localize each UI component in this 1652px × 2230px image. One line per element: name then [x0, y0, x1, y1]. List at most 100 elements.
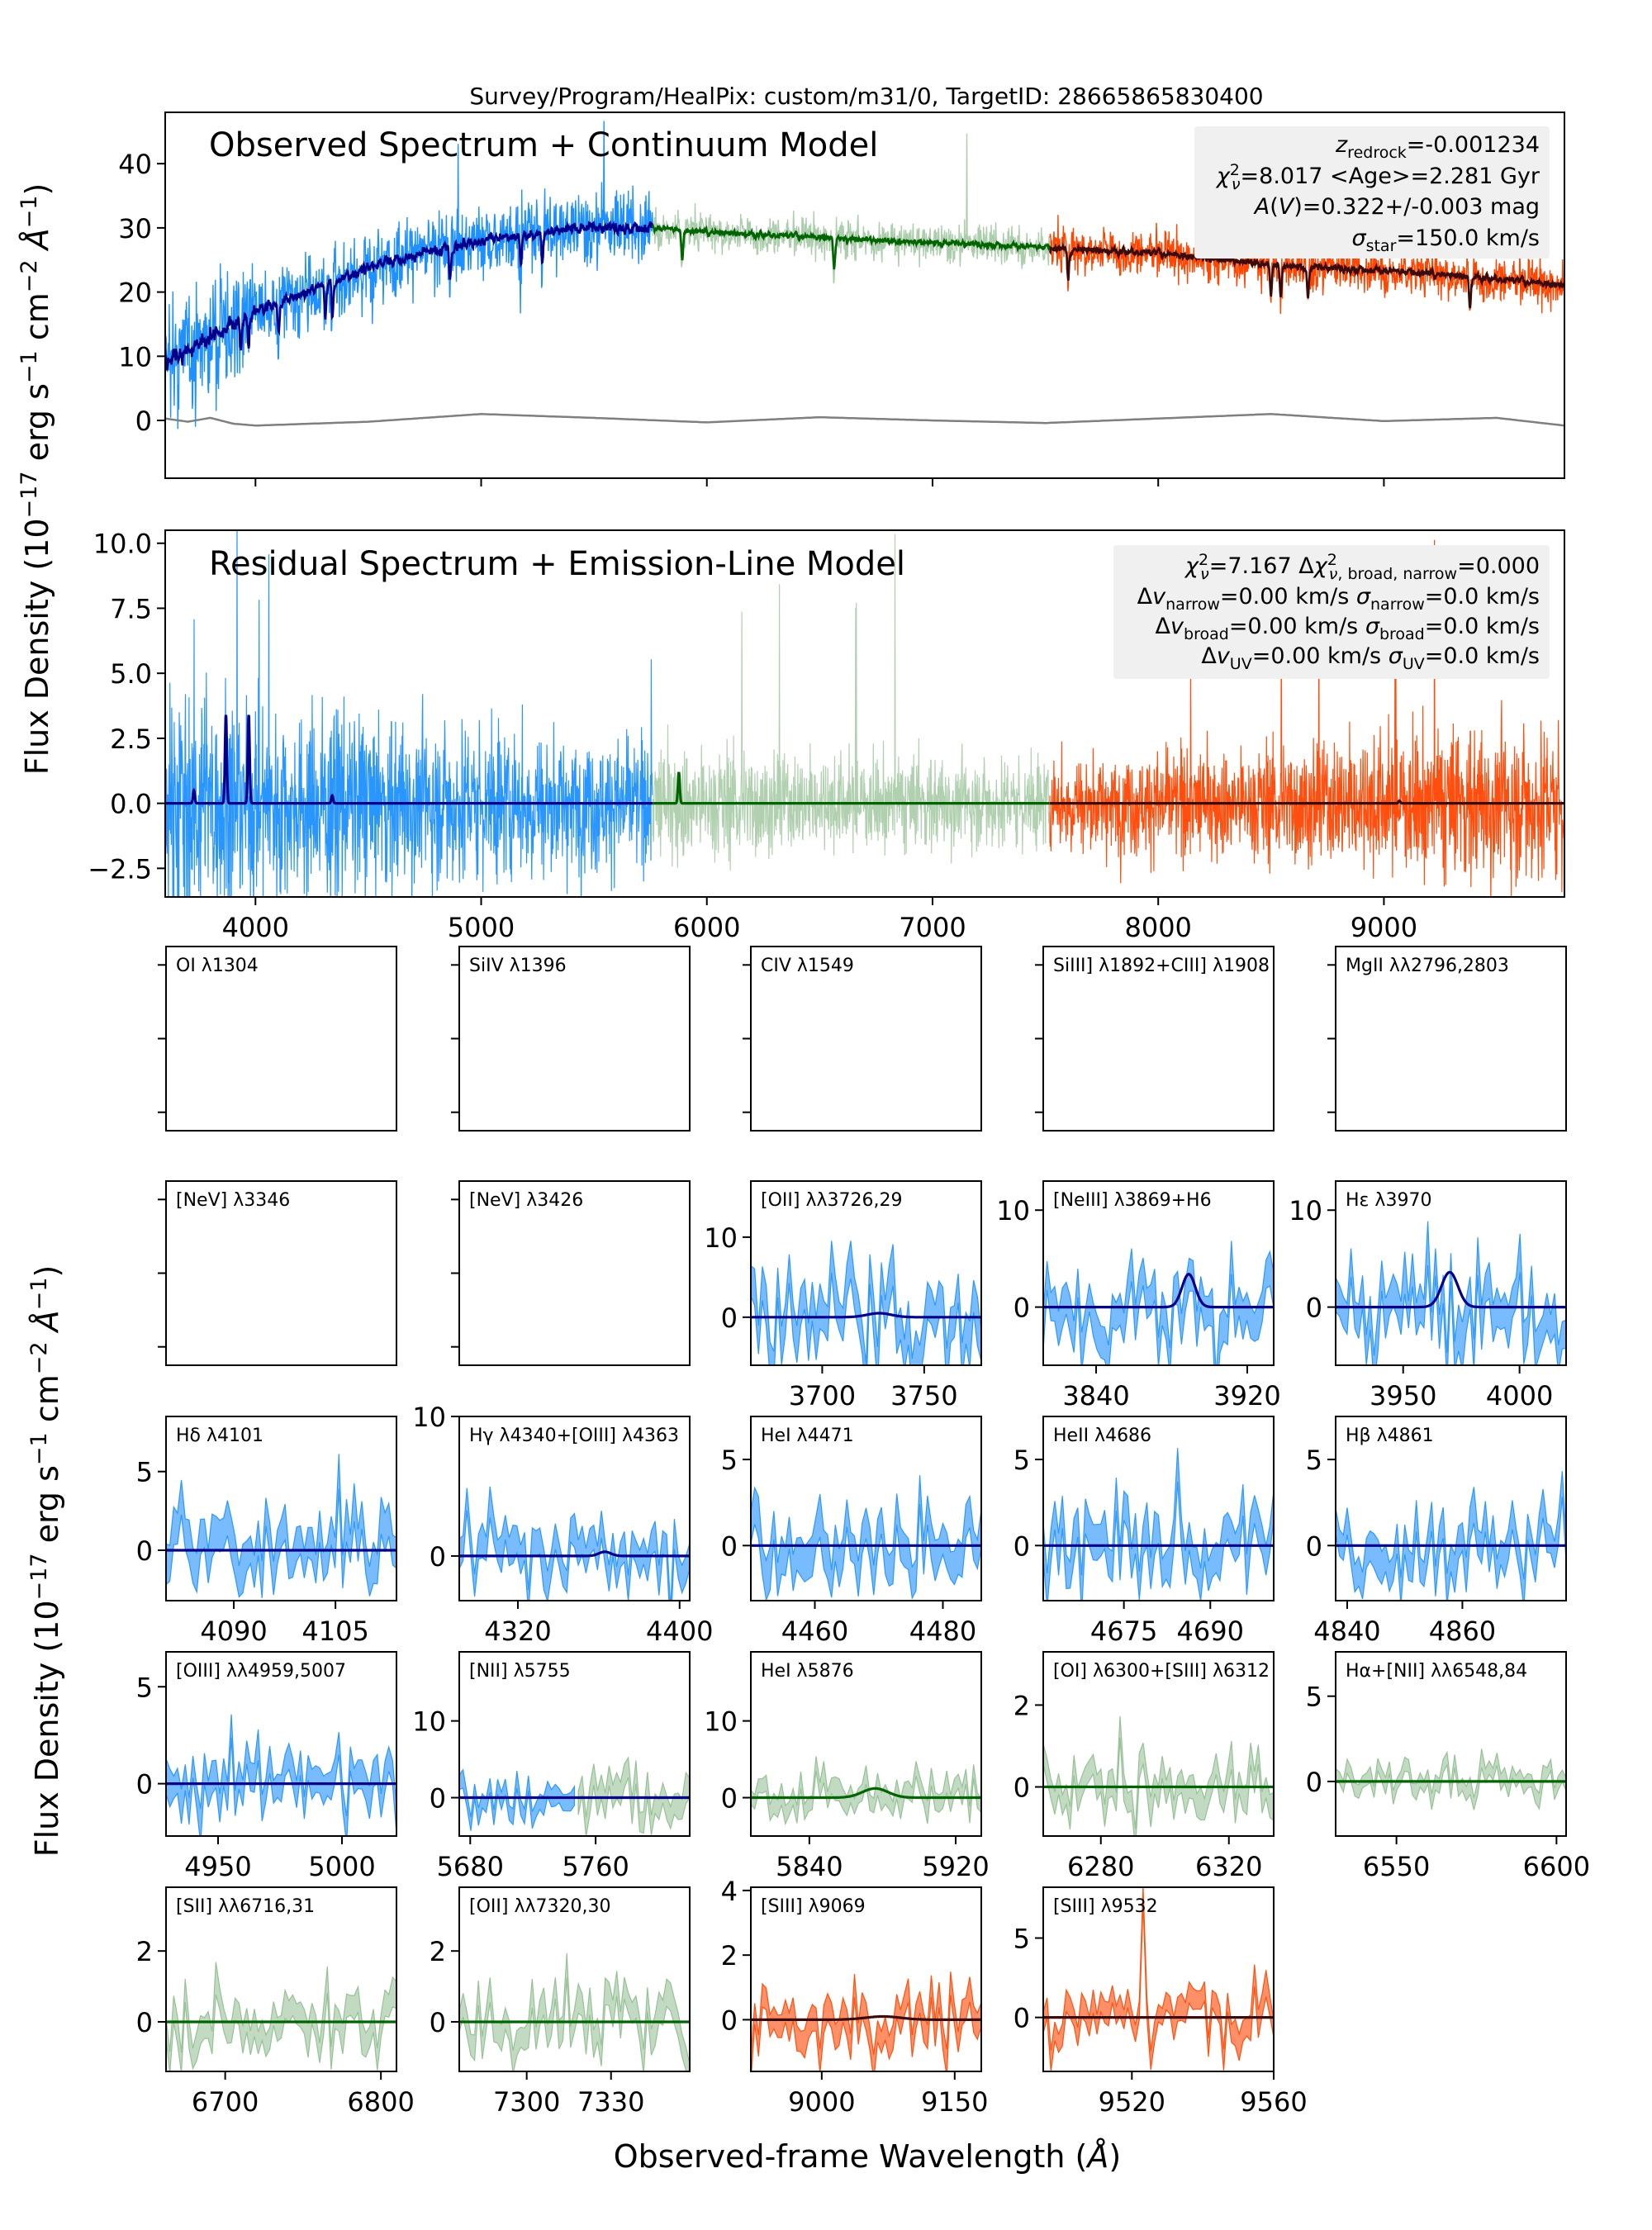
- line-panel-xtick-label: 3840: [1062, 1380, 1129, 1412]
- line-panel-xtick-label: 4950: [184, 1851, 251, 1882]
- line-panel-data-band: [166, 1714, 396, 1836]
- line-panel-data-band: [1336, 1221, 1566, 1365]
- line-panel-label: [NeV] λ3426: [469, 1190, 583, 1211]
- residual-ytick-label: 5.0: [110, 658, 152, 690]
- line-panel: 0 5 4460 4480 HeI λ4471: [721, 1416, 982, 1647]
- line-panel-xtick-label: 4105: [301, 1616, 368, 1647]
- line-panel-xtick-label: 6800: [347, 2086, 414, 2118]
- line-panel: [NeV] λ3426: [451, 1180, 691, 1366]
- line-panel-xtick-label: 9520: [1099, 2086, 1165, 2118]
- line-panel-data-band: [1336, 1748, 1566, 1810]
- line-panel-ytick-label: 5: [1014, 1924, 1030, 1955]
- line-panel: 0 5 4090 4105 Hδ λ4101: [136, 1416, 397, 1647]
- line-panel-xtick-label: 6280: [1067, 1851, 1134, 1882]
- line-panel-xtick-label: 4090: [200, 1616, 267, 1647]
- line-panel-data-band: [166, 1962, 396, 2071]
- line-panel-xtick-label: 9150: [921, 2086, 988, 2118]
- continuum-model-r: [652, 223, 1051, 270]
- line-panel: 0 5 9520 9560 [SIII] λ9532: [1014, 1886, 1308, 2118]
- annotation-av: A(V)=0.322+/-0.003 mag: [1253, 194, 1540, 220]
- line-panel: 0 10 3700 3750 [OII] λλ3726,29: [704, 1180, 982, 1412]
- line-panel-xtick-label: 5840: [776, 1851, 843, 1882]
- line-panel-xtick-label: 4000: [1486, 1380, 1553, 1412]
- suptitle: Survey/Program/HealPix: custom/m31/0, Ta…: [469, 83, 1263, 110]
- emission-model-r: [653, 771, 1050, 805]
- line-panel-ytick-label: 2: [136, 1936, 153, 1967]
- line-panel-ytick-label: 5: [136, 1457, 153, 1488]
- line-panel-label: HeII λ4686: [1053, 1426, 1151, 1446]
- line-panel: MgII λλ2796,2803: [1327, 946, 1567, 1132]
- line-panel-xtick-label: 5000: [308, 1851, 375, 1882]
- line-panel-frame: [165, 1651, 397, 1837]
- line-panel-frame: [165, 1886, 397, 2072]
- line-panel-xtick-label: 4320: [484, 1616, 551, 1647]
- y-axis-label-main: Flux Density (10−17 erg s−1 cm−2 Å−1): [17, 183, 55, 776]
- line-panel: 0 10 5680 5760 [NII] λ5755: [412, 1651, 691, 1882]
- line-panel-frame: [1335, 1416, 1567, 1601]
- line-panel-ytick-label: 0: [1014, 1530, 1030, 1562]
- line-panel-frame: [165, 1416, 397, 1601]
- line-panel-label: SiIV λ1396: [469, 956, 567, 976]
- annotation-dv-uv: ΔvUV=0.00 km/s σUV=0.0 km/s: [1201, 643, 1540, 673]
- line-panel-ytick-label: 10: [1289, 1195, 1322, 1226]
- spectrum-ytick-label: 30: [118, 213, 152, 244]
- residual-data-z: [1049, 539, 1564, 897]
- line-panel: 0 5 6550 6600 Hα+[NII] λλ6548,84: [1306, 1651, 1590, 1882]
- line-panel-model: [751, 1312, 981, 1319]
- line-panel-label: [SIII] λ9532: [1053, 1896, 1158, 1917]
- line-panel-xtick-label: 9560: [1240, 2086, 1307, 2118]
- line-panel-label: CIV λ1549: [761, 956, 854, 976]
- line-panel-data-band: [1043, 1241, 1274, 1365]
- line-panel-frame: [458, 1651, 691, 1837]
- line-panel: 0 10 5840 5920 HeI λ5876: [704, 1651, 990, 1882]
- annotation-chi2-age: χ2 ν=8.017 <Age>=2.281 Gyr: [1215, 161, 1540, 193]
- line-panel-ytick-label: 10: [704, 1222, 738, 1254]
- line-panel-frame: [165, 1180, 397, 1366]
- residual-ytick-label: 2.5: [110, 724, 152, 755]
- line-panel-frame: [1042, 1651, 1275, 1837]
- line-panel-data-band: [1043, 1715, 1274, 1836]
- line-panel-xtick-label: 7300: [493, 2086, 560, 2118]
- line-panel-ytick-label: 2: [1014, 1690, 1030, 1721]
- line-panel: 0 5 4840 4860 Hβ λ4861: [1306, 1416, 1567, 1647]
- annotation-sigma-star: σstar=150.0 km/s: [1351, 225, 1540, 255]
- annotation-dv-narrow: Δvnarrow=0.00 km/s σnarrow=0.0 km/s: [1137, 584, 1540, 614]
- line-panel-ytick-label: 0: [430, 1783, 446, 1815]
- residual-data-r: [652, 534, 1051, 871]
- line-panel-ytick-label: 0: [1306, 1767, 1322, 1798]
- line-panel-ytick-label: 5: [721, 1445, 738, 1476]
- line-panel: SiIII] λ1892+CIII] λ1908: [1035, 946, 1275, 1132]
- line-panel-label: Hε λ3970: [1346, 1190, 1431, 1211]
- line-panel: 0 2 6280 6320 [OI] λ6300+[SIII] λ6312: [1014, 1651, 1275, 1882]
- line-panel-data-band: [166, 1454, 396, 1598]
- line-panel-ytick-label: 5: [1306, 1445, 1322, 1476]
- residual-xtick-label: 7000: [899, 912, 966, 943]
- line-panels-grid: OI λ1304 SiIV λ1396 CIV λ1549 SiIII] λ1892+…: [136, 946, 1590, 2118]
- line-panel-label: [OI] λ6300+[SIII] λ6312: [1053, 1661, 1270, 1682]
- line-panel-frame: [750, 946, 982, 1132]
- residual-xtick-label: 4000: [222, 912, 289, 943]
- line-panel-data-band: [751, 1475, 981, 1601]
- line-panel: SiIV λ1396: [451, 946, 691, 1132]
- line-panel-frame: [750, 1886, 982, 2072]
- line-panel-label: Hα+[NII] λλ6548,84: [1346, 1661, 1527, 1682]
- residual-frame: [164, 529, 1565, 898]
- line-panel-xtick-label: 4675: [1090, 1616, 1157, 1647]
- line-panel-label: Hγ λ4340+[OIII] λ4363: [469, 1426, 679, 1446]
- residual-panel: −2.5 0.0 2.5 5.0 7.5 10.0 4000 5000 6000 7000 8000…: [88, 529, 1565, 943]
- emission-model-z: [1050, 799, 1564, 805]
- line-panel: 0 5 4675 4690 HeII λ4686: [1014, 1416, 1275, 1647]
- line-panel-ytick-label: 0: [1014, 2003, 1030, 2034]
- continuum-gray-line: [165, 413, 1564, 427]
- line-panel-ytick-label: 5: [1306, 1682, 1322, 1713]
- line-panel-ytick-label: 0: [721, 2005, 738, 2036]
- line-panel-model: [751, 1786, 981, 1800]
- line-panel-label: HeI λ4471: [761, 1426, 854, 1446]
- line-panel-xtick-label: 4860: [1429, 1616, 1496, 1647]
- residual-ytick-label: 10.0: [93, 529, 152, 560]
- spectrum-ytick-label: 20: [118, 278, 152, 309]
- line-panel-xtick-label: 3950: [1370, 1380, 1436, 1412]
- line-panel: CIV λ1549: [743, 946, 982, 1132]
- line-panel: 0 2 7300 7330 [OII] λλ7320,30: [430, 1886, 691, 2118]
- line-panel-frame: [458, 946, 691, 1132]
